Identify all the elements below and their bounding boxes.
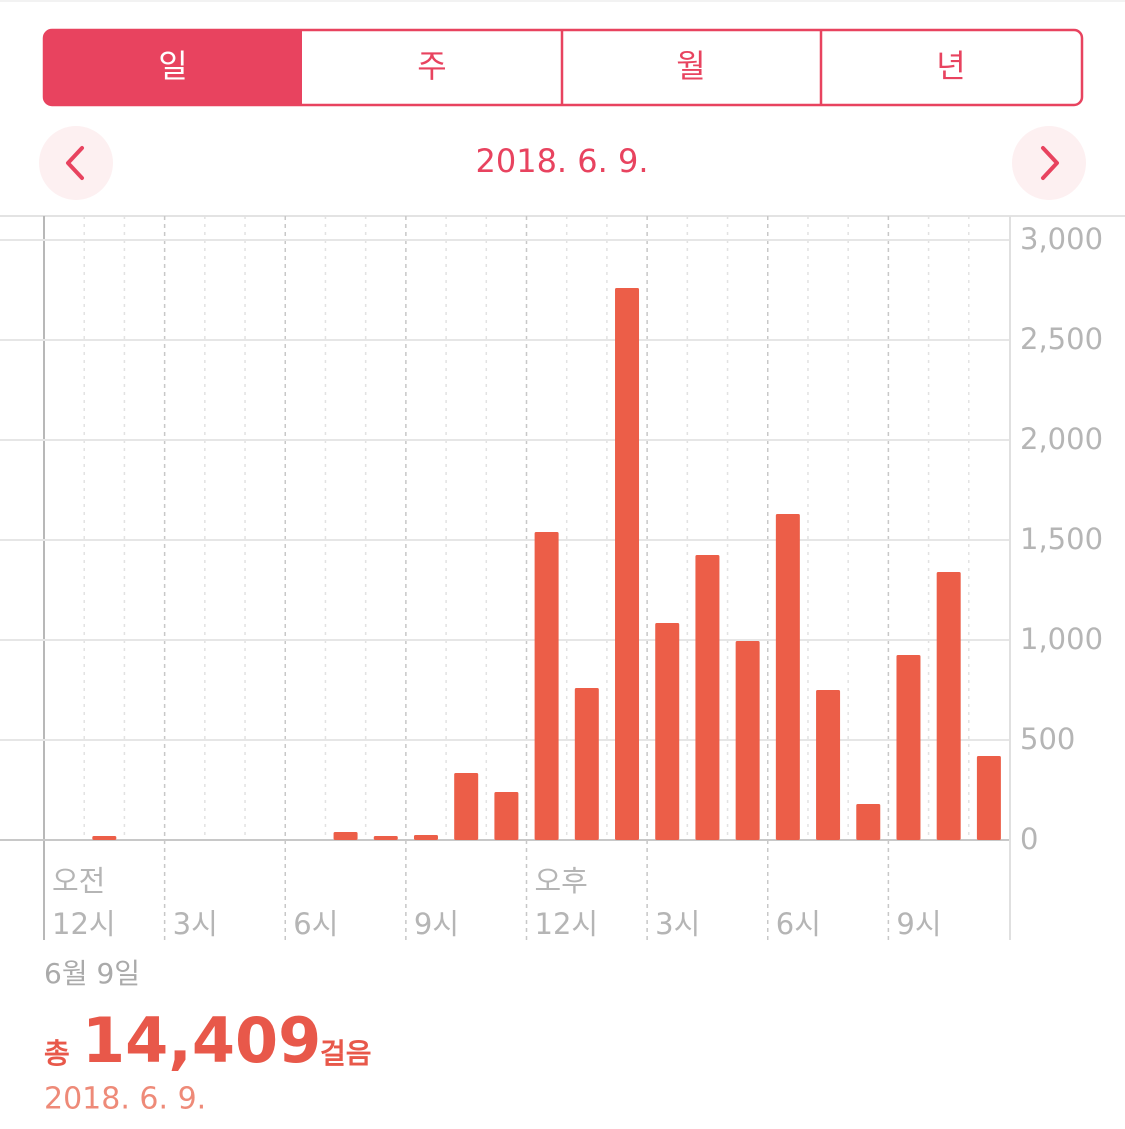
bar xyxy=(896,655,921,840)
y-tick-label: 0 xyxy=(1020,822,1038,856)
total: 14,409 xyxy=(82,1004,321,1077)
y-tick-label: 2,500 xyxy=(1020,322,1103,356)
y-tick-label: 1,000 xyxy=(1020,622,1103,656)
x-tick-label: 9시 xyxy=(896,907,941,941)
bar xyxy=(856,804,881,840)
bar xyxy=(373,836,398,840)
next-chevron xyxy=(1041,146,1059,180)
bar xyxy=(775,514,800,840)
bar xyxy=(976,756,1001,840)
segment-label[interactable]: 주 xyxy=(417,47,446,85)
chart: 0 500 1,000 1,500 2,000 2,500 3,000 12시 3시 6시 9시 12… xyxy=(0,216,1103,941)
bar xyxy=(695,555,720,840)
next-button[interactable] xyxy=(1012,126,1086,200)
x-tick-label: 3시 xyxy=(173,907,218,941)
bar xyxy=(574,688,599,840)
prev-button[interactable] xyxy=(39,126,113,200)
pm-label: 오후 xyxy=(535,864,588,898)
bar xyxy=(936,572,961,840)
x-tick-label: 6시 xyxy=(293,907,338,941)
bar xyxy=(92,836,117,840)
segment-selected[interactable] xyxy=(44,30,302,105)
y-tick-label: 3,000 xyxy=(1020,222,1103,256)
segment-label[interactable]: 년 xyxy=(936,47,965,85)
bar xyxy=(615,288,640,840)
bar xyxy=(816,690,841,840)
bar xyxy=(454,773,479,840)
segment-label[interactable]: 일 xyxy=(158,47,187,85)
segment-label[interactable]: 월 xyxy=(676,47,705,85)
x-tick-label: 6시 xyxy=(776,907,821,941)
am-label: 오전 xyxy=(52,864,105,898)
x-tick-label: 12시 xyxy=(535,907,599,941)
bar xyxy=(413,835,438,840)
unit: 걸음 xyxy=(320,1037,372,1070)
x-tick-label: 3시 xyxy=(655,907,700,941)
y-tick-label: 1,500 xyxy=(1020,522,1103,556)
total-prefix: 총 xyxy=(44,1037,70,1070)
bar xyxy=(534,532,559,840)
prev-chevron xyxy=(66,146,84,180)
summary-date: 2018. 6. 9. xyxy=(44,1082,206,1117)
bar xyxy=(735,641,760,840)
bar xyxy=(655,623,680,840)
x-tick-label: 9시 xyxy=(414,907,459,941)
day-label: 6월 9일 xyxy=(44,957,140,990)
x-tick-label: 12시 xyxy=(52,907,116,941)
bar xyxy=(333,832,358,840)
y-tick-label: 2,000 xyxy=(1020,422,1103,456)
bar xyxy=(494,792,519,840)
y-tick-label: 500 xyxy=(1020,722,1075,756)
date-nav: 2018. 6. 9. xyxy=(475,142,648,180)
